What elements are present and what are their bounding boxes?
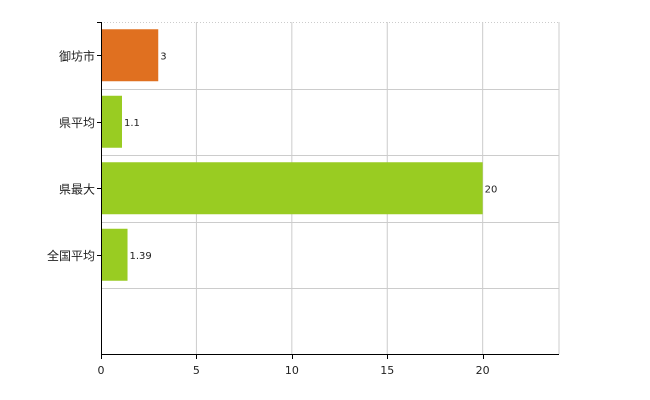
bar [101,162,483,215]
data-label: 20 [485,184,498,195]
data-label: 1.1 [124,118,140,129]
category-label: 全国平均 [47,248,95,263]
bars-layer [101,29,483,281]
x-tick-label: 20 [476,364,490,377]
bar [101,29,159,82]
x-tick-label: 15 [380,364,394,377]
x-tick-label: 10 [285,364,299,377]
data-label: 3 [160,51,166,62]
x-tick-label: 5 [193,364,200,377]
category-label: 御坊市 [59,48,95,63]
category-label: 県平均 [59,116,95,130]
category-label: 県最大 [59,182,95,196]
x-tick-label: 0 [98,364,105,377]
data-label: 1.39 [130,251,152,262]
labels-layer: 3 御坊市 1.1 県平均 20 県最大 1.39 全国平均 0 5 10 15 20 [47,48,497,377]
bar [101,228,128,281]
axes-layer [97,22,559,359]
grid-layer [101,22,560,354]
bar [101,95,122,148]
